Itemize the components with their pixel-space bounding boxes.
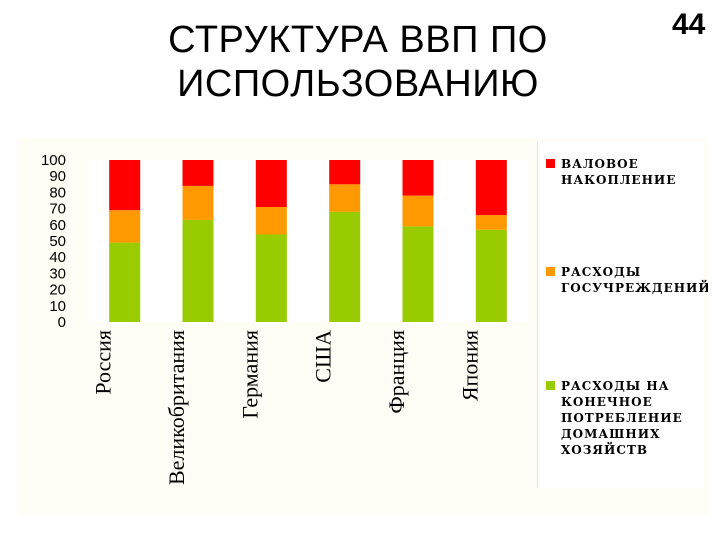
- bar-segment: [255, 160, 287, 207]
- y-tick-label: 80: [49, 184, 66, 201]
- bar-segment: [109, 210, 141, 243]
- x-category-label: Германия: [237, 330, 262, 419]
- y-tick-label: 90: [49, 168, 66, 185]
- legend-label: КОНЕЧНОЕ: [561, 395, 653, 409]
- x-category-label: Франция: [384, 330, 409, 414]
- y-tick-label: 50: [49, 233, 66, 250]
- y-tick-label: 100: [41, 152, 66, 169]
- bar-segment: [182, 160, 214, 186]
- bar-segment: [182, 185, 214, 220]
- y-tick-label: 10: [49, 298, 66, 315]
- y-tick-label: 40: [49, 249, 66, 266]
- slide-title-line-1: СТРУКТУРА ВВП ПО: [168, 19, 548, 61]
- legend-swatch: [546, 267, 555, 276]
- x-category-label: Великобритания: [164, 330, 189, 485]
- legend-box: [538, 142, 704, 488]
- bar-segment: [475, 160, 507, 216]
- slide-number: 44: [672, 8, 706, 41]
- bar-segment: [475, 229, 507, 322]
- y-tick-label: 30: [49, 265, 66, 282]
- plot-area: [88, 160, 528, 322]
- x-category-label: США: [311, 330, 336, 383]
- y-tick-label: 70: [49, 201, 66, 218]
- legend-swatch: [546, 159, 555, 168]
- bars-group: [109, 160, 507, 322]
- legend-label: ВАЛОВОЕ: [561, 157, 639, 171]
- bar-segment: [255, 207, 287, 235]
- bar-segment: [402, 195, 434, 227]
- legend-swatch: [546, 381, 555, 390]
- bar-segment: [329, 184, 361, 212]
- legend-label: НАКОПЛЕНИЕ: [561, 173, 676, 187]
- x-category-label: Россия: [91, 330, 116, 395]
- bar-segment: [182, 219, 214, 322]
- bar-segment: [402, 160, 434, 196]
- legend-label: ДОМАШНИХ: [561, 427, 660, 441]
- bar-segment: [402, 226, 434, 322]
- x-category-label: Япония: [457, 330, 482, 401]
- bar-segment: [329, 160, 361, 185]
- legend-label: РАСХОДЫ НА: [561, 379, 670, 393]
- chart-frame: 100 90 80 70 60 50 40 30 20 10 0 Россия Великобрита…: [18, 138, 710, 516]
- y-tick-label: 60: [49, 217, 66, 234]
- bar-segment: [329, 211, 361, 322]
- bar-segment: [475, 215, 507, 230]
- legend-label: ПОТРЕБЛЕНИЕ: [561, 411, 683, 425]
- legend-label: РАСХОДЫ: [561, 265, 641, 279]
- slide-title-line-2: ИСПОЛЬЗОВАНИЮ: [177, 63, 539, 105]
- bar-segment: [109, 160, 141, 211]
- legend-label: ГОСУЧРЕЖДЕНИЙ: [561, 279, 708, 295]
- y-tick-label: 20: [49, 282, 66, 299]
- legend-label: ХОЗЯЙСТВ: [561, 441, 648, 457]
- bar-segment: [255, 234, 287, 322]
- bar-segment: [109, 242, 141, 322]
- slide-title: СТРУКТУРА ВВП ПО ИСПОЛЬЗОВАНИЮ: [118, 18, 598, 106]
- y-tick-label: 0: [58, 314, 66, 331]
- x-axis: Россия Великобритания Германия США Франция Яп…: [91, 330, 483, 485]
